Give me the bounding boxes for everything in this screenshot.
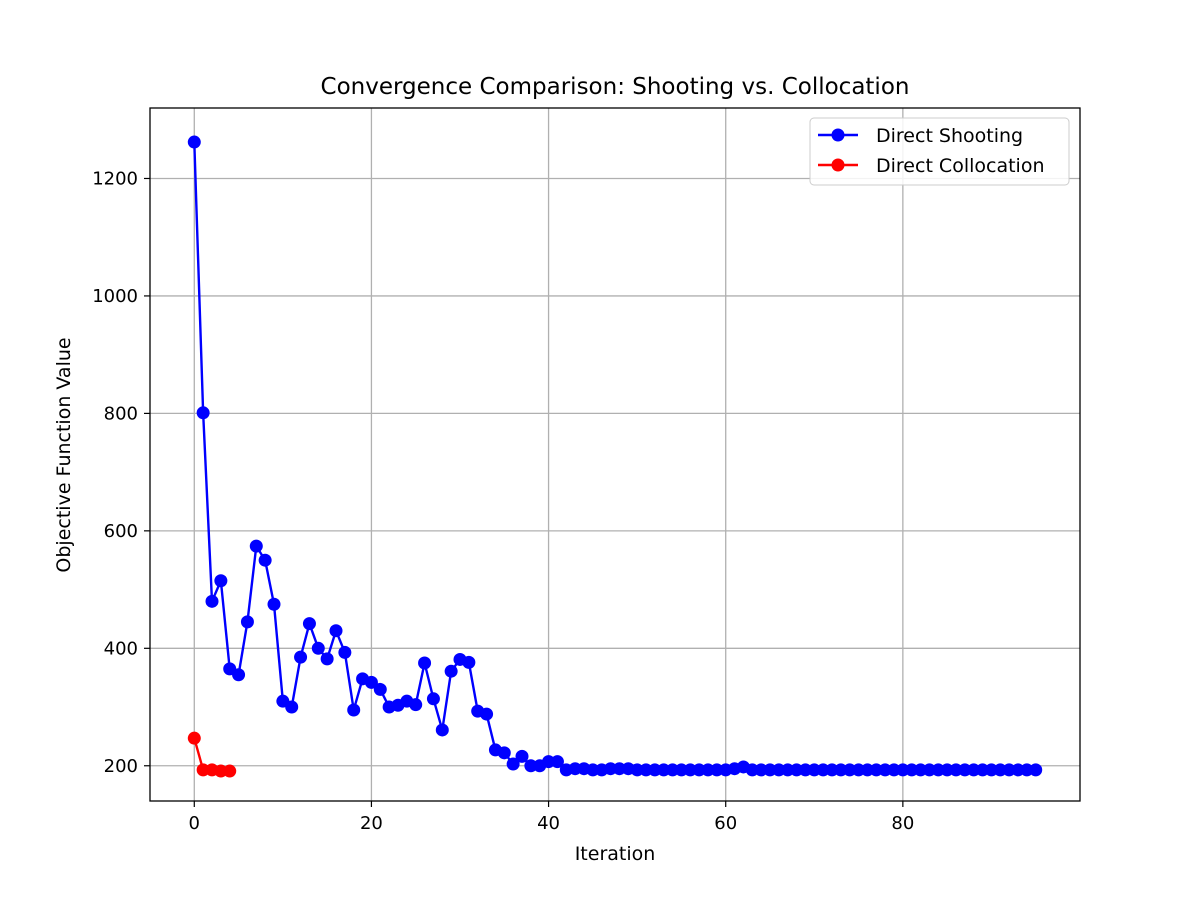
data-point-direct-shooting: [435, 723, 449, 737]
data-point-direct-collocation: [187, 731, 201, 745]
data-point-direct-shooting: [267, 597, 281, 611]
data-point-direct-shooting: [329, 624, 343, 638]
data-point-direct-shooting: [205, 594, 219, 608]
data-point-direct-shooting: [240, 615, 254, 629]
x-tick-label: 0: [189, 813, 200, 834]
data-point-direct-shooting: [196, 406, 210, 420]
y-tick-label: 200: [104, 756, 138, 777]
data-point-direct-shooting: [258, 553, 272, 567]
axis-ticks: 0 20 40 60 80 200 400 600 800 1000 1200: [92, 168, 914, 834]
data-point-direct-shooting: [506, 757, 520, 771]
data-point-direct-shooting: [311, 641, 325, 655]
y-tick-label: 1000: [92, 286, 138, 307]
data-point-direct-shooting: [187, 135, 201, 149]
data-point-direct-shooting: [294, 650, 308, 664]
data-point-direct-shooting: [320, 652, 334, 666]
data-point-direct-shooting: [364, 675, 378, 689]
legend-label-shooting: Direct Shooting: [876, 125, 1023, 147]
series-layer: [187, 135, 1043, 778]
data-point-direct-shooting: [373, 682, 387, 696]
data-point-direct-shooting: [409, 698, 423, 712]
data-point-direct-shooting: [480, 707, 494, 721]
data-point-direct-shooting: [497, 746, 511, 760]
data-point-direct-shooting: [515, 749, 529, 763]
chart-title: Convergence Comparison: Shooting vs. Col…: [321, 74, 910, 100]
data-point-direct-shooting: [285, 700, 299, 714]
data-point-direct-shooting: [249, 539, 263, 553]
data-point-direct-shooting: [338, 645, 352, 659]
data-point-direct-shooting: [550, 755, 564, 769]
legend-marker-shooting: [831, 128, 845, 142]
data-point-direct-shooting: [214, 574, 228, 588]
data-point-direct-shooting: [347, 703, 361, 717]
x-tick-label: 60: [714, 813, 737, 834]
plot-frame: [149, 107, 1081, 802]
series-direct-shooting: [187, 135, 1043, 777]
data-point-direct-shooting: [426, 692, 440, 706]
data-point-direct-shooting: [302, 617, 316, 631]
data-point-direct-shooting: [462, 655, 476, 669]
data-point-direct-shooting: [1029, 763, 1043, 777]
y-axis-title: Objective Function Value: [53, 337, 75, 572]
data-point-direct-shooting: [418, 656, 432, 670]
y-tick-label: 800: [104, 403, 138, 424]
x-tick-label: 20: [360, 813, 383, 834]
y-tick-label: 600: [104, 521, 138, 542]
x-axis-title: Iteration: [575, 843, 656, 865]
legend-box: [809, 117, 1070, 186]
y-tick-label: 1200: [92, 168, 138, 189]
series-direct-collocation: [187, 731, 237, 778]
x-tick-label: 40: [537, 813, 560, 834]
data-point-direct-shooting: [444, 664, 458, 678]
data-point-direct-collocation: [223, 764, 237, 778]
y-tick-label: 400: [104, 638, 138, 659]
legend-label-collocation: Direct Collocation: [876, 155, 1045, 177]
legend: Direct Shooting Direct Collocation: [809, 117, 1070, 186]
legend-marker-collocation: [831, 158, 845, 172]
data-point-direct-shooting: [232, 668, 246, 682]
x-tick-label: 80: [891, 813, 914, 834]
